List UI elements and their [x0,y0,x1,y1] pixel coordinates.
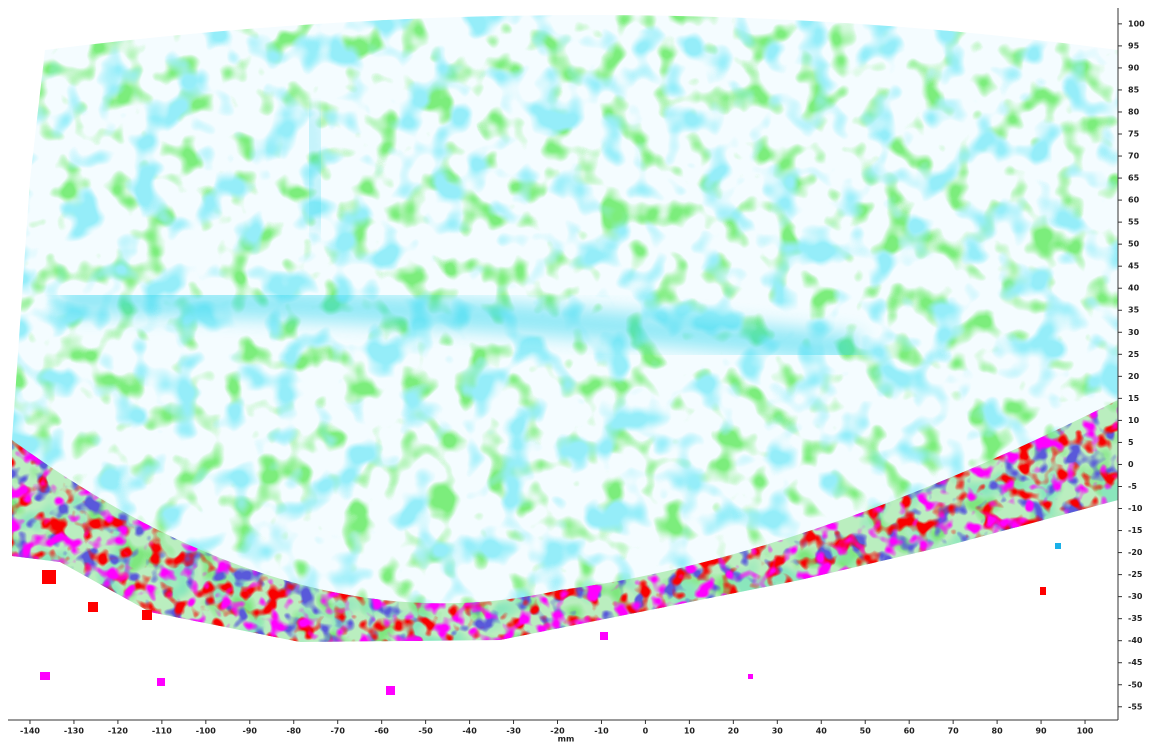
x-tick-label: -70 [330,727,345,736]
x-tick-label: 70 [948,727,960,736]
y-tick-label: -20 [1128,548,1143,557]
y-tick-label: -30 [1128,592,1143,601]
y-tick-label: -25 [1128,570,1143,579]
x-tick-label: -20 [550,727,565,736]
y-tick-label: 35 [1128,306,1140,315]
y-tick-label: 100 [1128,19,1145,28]
y-tick-label: 65 [1128,174,1140,183]
y-tick-label: 10 [1128,416,1140,425]
x-tick-label: 50 [860,727,872,736]
x-axis-label: mm [558,735,575,744]
x-tick-label: -100 [196,727,216,736]
x-tick-label: 10 [684,727,696,736]
y-tick-label: 60 [1128,196,1140,205]
x-tick-label: 90 [1035,727,1047,736]
y-tick-label: 70 [1128,152,1140,161]
y-tick-label: 90 [1128,63,1140,72]
x-tick-label: -60 [374,727,389,736]
y-tick-label: -55 [1128,702,1143,711]
y-tick-label: -45 [1128,658,1143,667]
y-tick-label: 0 [1128,460,1134,469]
x-tick-label: -90 [243,727,258,736]
y-tick-label: 25 [1128,350,1140,359]
y-tick-label: -40 [1128,636,1143,645]
x-tick-label: 40 [816,727,828,736]
y-tick-label: 40 [1128,284,1140,293]
y-tick-label: -50 [1128,680,1143,689]
y-tick-label: 95 [1128,41,1140,50]
x-tick-label: -80 [287,727,302,736]
scan-texture [12,15,1118,642]
x-tick-label: -110 [152,727,172,736]
scatter-pixels [40,543,1061,695]
x-tick-label: 60 [904,727,916,736]
y-tick-label: -15 [1128,526,1143,535]
y-tick-label: -35 [1128,614,1143,623]
x-tick-label: -120 [108,727,128,736]
y-tick-label: 20 [1128,372,1140,381]
y-tick-label: 45 [1128,262,1140,271]
y-tick-label: 50 [1128,240,1140,249]
x-tick-label: 20 [728,727,740,736]
x-tick-label: -140 [20,727,40,736]
x-tick-label: 100 [1077,727,1094,736]
y-tick-label: 85 [1128,85,1140,94]
x-tick-label: 80 [992,727,1004,736]
x-tick-label: -30 [506,727,521,736]
y-tick-label: 75 [1128,130,1140,139]
x-tick-label: -50 [418,727,433,736]
y-tick-label: 80 [1128,107,1140,116]
x-tick-label: 30 [772,727,784,736]
x-tick-label: -10 [594,727,609,736]
y-tick-label: -10 [1128,504,1143,513]
x-tick-label: 0 [643,727,649,736]
y-tick-label: 30 [1128,328,1140,337]
y-tick-label: 5 [1128,438,1134,447]
x-tick-label: -40 [462,727,477,736]
y-tick-label: -5 [1128,482,1137,491]
y-tick-label: 15 [1128,394,1140,403]
y-tick-label: 55 [1128,218,1140,227]
x-tick-label: -130 [64,727,84,736]
